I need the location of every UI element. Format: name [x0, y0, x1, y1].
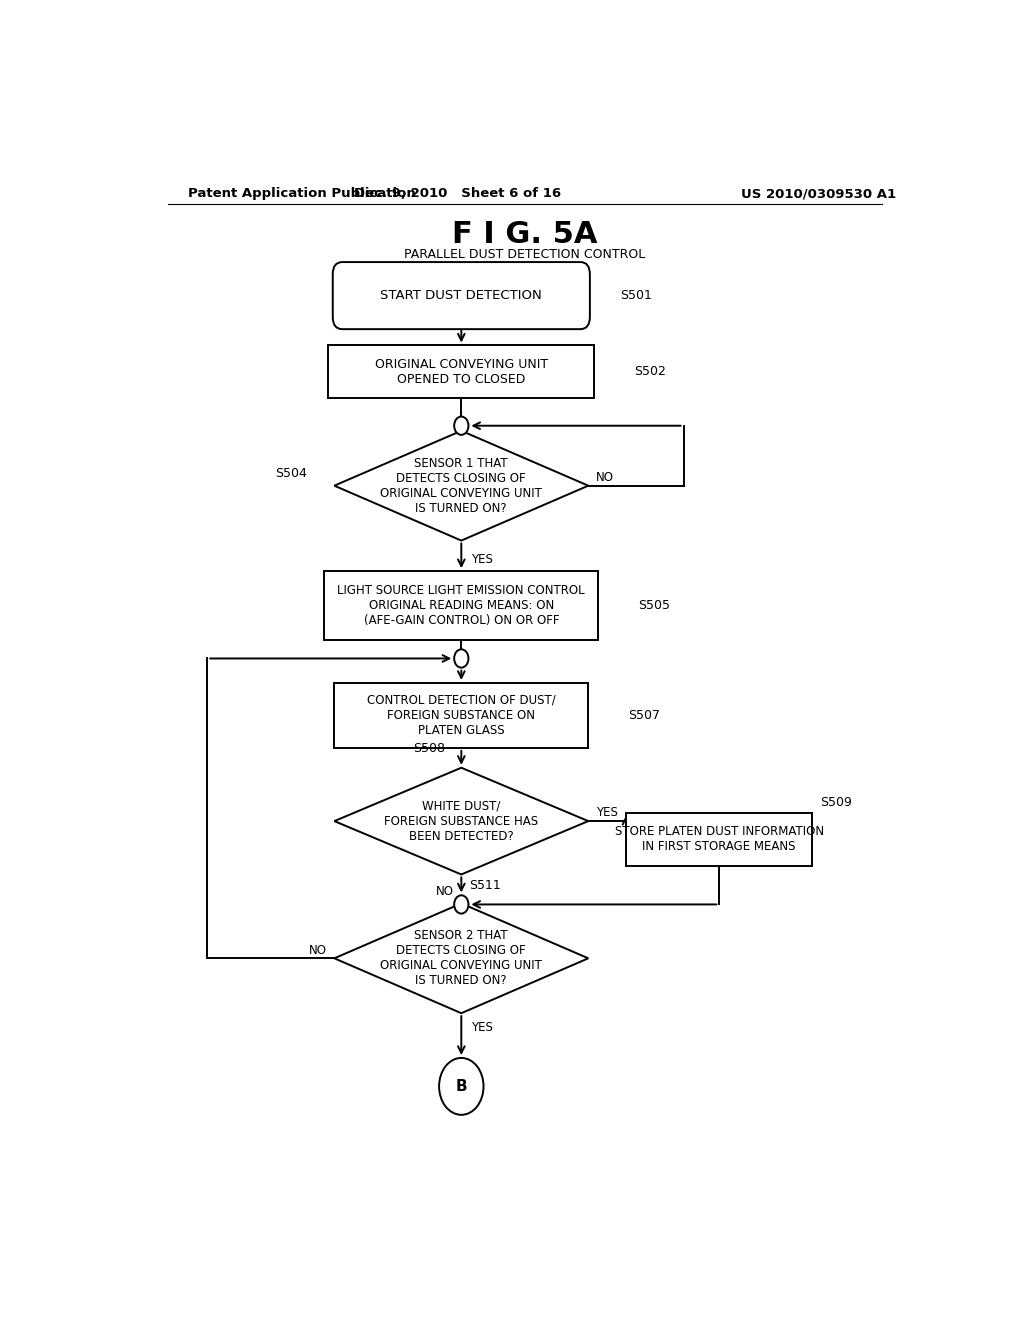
- Text: ORIGINAL CONVEYING UNIT
OPENED TO CLOSED: ORIGINAL CONVEYING UNIT OPENED TO CLOSED: [375, 358, 548, 385]
- Text: US 2010/0309530 A1: US 2010/0309530 A1: [741, 187, 896, 201]
- Bar: [329, 346, 594, 399]
- Text: Patent Application Publication: Patent Application Publication: [187, 187, 416, 201]
- Text: WHITE DUST/
FOREIGN SUBSTANCE HAS
BEEN DETECTED?: WHITE DUST/ FOREIGN SUBSTANCE HAS BEEN D…: [384, 800, 539, 842]
- Circle shape: [439, 1057, 483, 1115]
- Circle shape: [455, 417, 468, 434]
- Circle shape: [455, 649, 468, 668]
- FancyBboxPatch shape: [333, 263, 590, 329]
- Text: S511: S511: [469, 879, 501, 892]
- Text: S501: S501: [620, 289, 652, 302]
- Text: NO: NO: [596, 471, 614, 484]
- Text: S509: S509: [820, 796, 852, 809]
- Text: S505: S505: [638, 599, 670, 612]
- Text: NO: NO: [435, 884, 454, 898]
- Text: B: B: [456, 1078, 467, 1094]
- Text: S504: S504: [274, 467, 306, 480]
- Text: YES: YES: [471, 1022, 493, 1035]
- Text: STORE PLATEN DUST INFORMATION
IN FIRST STORAGE MEANS: STORE PLATEN DUST INFORMATION IN FIRST S…: [614, 825, 823, 854]
- Text: LIGHT SOURCE LIGHT EMISSION CONTROL
ORIGINAL READING MEANS: ON
(AFE-GAIN CONTROL: LIGHT SOURCE LIGHT EMISSION CONTROL ORIG…: [338, 585, 585, 627]
- Bar: [334, 682, 588, 748]
- Polygon shape: [334, 768, 588, 874]
- Text: S502: S502: [634, 366, 666, 379]
- Polygon shape: [334, 903, 588, 1014]
- Text: F I G. 5A: F I G. 5A: [452, 220, 598, 249]
- Text: NO: NO: [308, 944, 327, 957]
- Text: CONTROL DETECTION OF DUST/
FOREIGN SUBSTANCE ON
PLATEN GLASS: CONTROL DETECTION OF DUST/ FOREIGN SUBST…: [367, 694, 556, 737]
- Text: SENSOR 1 THAT
DETECTS CLOSING OF
ORIGINAL CONVEYING UNIT
IS TURNED ON?: SENSOR 1 THAT DETECTS CLOSING OF ORIGINA…: [380, 457, 543, 515]
- Circle shape: [455, 895, 468, 913]
- Text: YES: YES: [596, 807, 618, 820]
- Text: Dec. 9, 2010   Sheet 6 of 16: Dec. 9, 2010 Sheet 6 of 16: [353, 187, 561, 201]
- Bar: [626, 813, 812, 866]
- Text: SENSOR 2 THAT
DETECTS CLOSING OF
ORIGINAL CONVEYING UNIT
IS TURNED ON?: SENSOR 2 THAT DETECTS CLOSING OF ORIGINA…: [380, 929, 543, 987]
- Text: S507: S507: [628, 709, 660, 722]
- Polygon shape: [334, 430, 588, 541]
- Bar: [325, 572, 598, 640]
- Text: S508: S508: [414, 742, 445, 755]
- Text: YES: YES: [471, 553, 493, 566]
- Text: PARALLEL DUST DETECTION CONTROL: PARALLEL DUST DETECTION CONTROL: [404, 248, 645, 261]
- Text: START DUST DETECTION: START DUST DETECTION: [381, 289, 542, 302]
